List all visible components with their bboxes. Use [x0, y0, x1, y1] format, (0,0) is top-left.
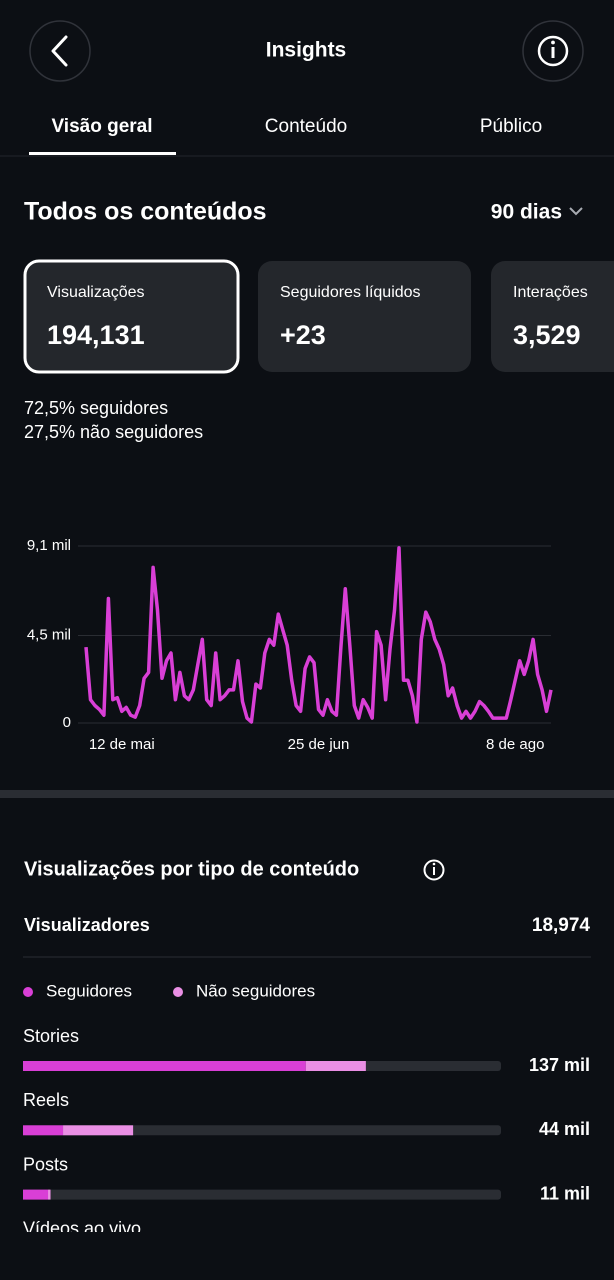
info-icon[interactable]	[423, 859, 445, 881]
metric-card[interactable]	[491, 261, 614, 372]
bar-value-label: 11 mil	[540, 1183, 590, 1203]
tab[interactable]: Visão geral	[51, 116, 152, 137]
viewers-label: Visualizadores	[24, 915, 150, 935]
split-label: não seguidores	[80, 422, 203, 442]
metric-value: 194,131	[47, 320, 145, 350]
tab-underline	[29, 152, 176, 155]
legend-label: Seguidores	[46, 981, 132, 1000]
bar-segment	[63, 1125, 134, 1136]
y-tick-label: 4,5 mil	[27, 626, 71, 643]
period-chevron	[569, 207, 583, 216]
x-tick-label: 25 de jun	[288, 736, 350, 753]
metric-label: Visualizações	[47, 284, 145, 301]
tab[interactable]: Conteúdo	[265, 116, 347, 137]
info-icon-dot	[432, 862, 436, 866]
metric-label: Interações	[513, 284, 588, 301]
section-title: Todos os conteúdos	[24, 198, 267, 226]
info-icon-bar	[551, 47, 555, 58]
legend-dot	[23, 987, 33, 997]
bar-track	[23, 1189, 501, 1200]
bar-segment	[48, 1189, 51, 1200]
bar-value-label: 44 mil	[539, 1119, 590, 1139]
back-button[interactable]	[29, 20, 91, 82]
metric-label: Seguidores líquidos	[280, 284, 421, 301]
audience-split: 72,5% seguidores	[24, 398, 168, 418]
legend-dot	[173, 987, 183, 997]
back-icon	[51, 35, 68, 67]
bar-segment	[23, 1189, 49, 1200]
section-title: Visualizações por tipo de conteúdo	[24, 858, 359, 880]
x-tick-label: 12 de mai	[89, 736, 155, 753]
split-percent: 27,5%	[24, 422, 75, 442]
section-separator	[0, 790, 614, 798]
info-icon-bar	[433, 867, 435, 875]
bar-segment	[23, 1125, 64, 1136]
info-button[interactable]	[522, 20, 584, 82]
x-tick-label: 8 de ago	[486, 736, 544, 753]
split-percent: 72,5%	[24, 398, 75, 418]
info-icon	[537, 35, 569, 67]
bar-segment	[23, 1061, 306, 1071]
metric-value: +23	[280, 320, 326, 350]
info-icon-dot	[551, 40, 555, 45]
legend-label: Não seguidores	[196, 981, 315, 1000]
audience-split: 27,5% não seguidores	[24, 422, 203, 442]
views-line	[84, 546, 553, 724]
metric-value: 3,529	[513, 320, 581, 350]
viewers-value: 18,974	[532, 915, 591, 936]
period-selector[interactable]: 90 dias	[491, 201, 562, 224]
bar-segment	[305, 1061, 366, 1071]
y-tick-label: 9,1 mil	[27, 537, 71, 554]
page-title: Insights	[266, 39, 347, 62]
bar-track	[23, 1125, 501, 1136]
split-label: seguidores	[80, 398, 168, 418]
bottom-fade	[0, 1232, 614, 1280]
content-type-label: Reels	[23, 1090, 69, 1110]
bar-value-label: 137 mil	[529, 1055, 590, 1075]
tab[interactable]: Público	[480, 116, 542, 137]
y-tick-label: 0	[63, 714, 71, 731]
metric-card[interactable]	[258, 261, 471, 372]
content-type-label: Posts	[23, 1154, 68, 1174]
metric-card[interactable]	[23, 259, 240, 374]
content-type-label: Stories	[23, 1026, 79, 1046]
